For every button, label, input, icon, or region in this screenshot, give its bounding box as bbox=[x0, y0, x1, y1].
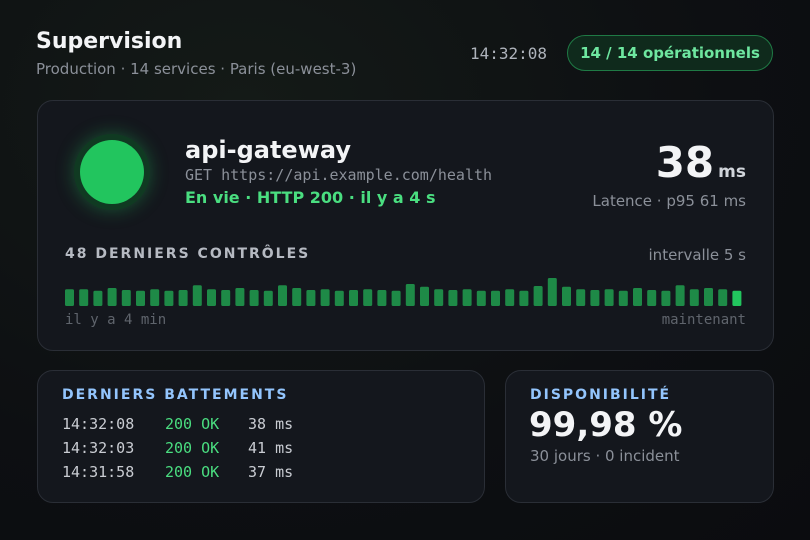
check-bar bbox=[65, 289, 74, 306]
check-bar bbox=[633, 288, 642, 306]
check-bar bbox=[476, 290, 486, 306]
latency-note: Latence · p95 61 ms bbox=[592, 192, 746, 210]
check-bar bbox=[221, 290, 231, 306]
check-bar bbox=[249, 290, 259, 306]
check-bar bbox=[547, 278, 557, 306]
check-bar bbox=[533, 286, 543, 306]
check-bar bbox=[391, 290, 401, 306]
service-status: En vie · HTTP 200 · il y a 4 s bbox=[185, 188, 436, 207]
check-bar bbox=[647, 290, 657, 306]
availability-value: 99,98 % bbox=[529, 405, 683, 445]
check-bar bbox=[519, 290, 529, 306]
check-bar bbox=[590, 290, 600, 306]
check-bar bbox=[192, 285, 202, 306]
check-bar bbox=[306, 290, 316, 306]
status-pill[interactable]: 14 / 14 opérationnels bbox=[567, 35, 773, 71]
beat-status: 200 OK bbox=[165, 439, 220, 457]
checks-end: maintenant bbox=[661, 312, 746, 328]
check-bar bbox=[405, 284, 415, 306]
availability-note: 30 jours · 0 incident bbox=[530, 447, 680, 465]
beat-time: 14:32:08 bbox=[62, 415, 135, 433]
clock: 14:32:08 bbox=[470, 44, 548, 63]
check-bar bbox=[704, 288, 713, 306]
check-bar bbox=[420, 286, 429, 306]
check-bar bbox=[434, 289, 444, 306]
check-bar bbox=[292, 288, 302, 306]
beat-time: 14:32:03 bbox=[62, 439, 135, 457]
checks-start: il y a 4 min bbox=[65, 312, 167, 328]
latency-value: 38 bbox=[655, 138, 715, 187]
check-bar bbox=[618, 290, 628, 306]
heartbeats-title: DERNIERS BATTEMENTS bbox=[62, 387, 289, 403]
check-bar bbox=[604, 289, 614, 306]
check-bar bbox=[263, 290, 273, 306]
check-bar bbox=[661, 290, 671, 306]
check-bar bbox=[207, 289, 216, 306]
beat-latency: 41 ms bbox=[248, 439, 294, 457]
check-bar bbox=[334, 290, 344, 306]
checks-title: 48 DERNIERS CONTRÔLES bbox=[65, 246, 311, 262]
latency-unit: ms bbox=[718, 162, 746, 182]
subtitle: Production · 14 services · Paris (eu-wes… bbox=[36, 60, 357, 78]
check-bar bbox=[491, 290, 500, 306]
check-bar bbox=[377, 290, 387, 306]
check-bar bbox=[164, 290, 174, 306]
check-bar bbox=[462, 289, 472, 306]
checks-interval: intervalle 5 s bbox=[648, 246, 746, 264]
check-bar bbox=[363, 289, 373, 306]
service-card bbox=[37, 100, 774, 351]
check-bar bbox=[562, 286, 571, 306]
title: Supervision bbox=[36, 29, 183, 54]
check-bar bbox=[121, 290, 131, 306]
beat-latency: 38 ms bbox=[248, 415, 294, 433]
check-bar bbox=[235, 288, 245, 306]
check-bar bbox=[320, 289, 330, 306]
check-bar bbox=[349, 290, 358, 306]
check-bar bbox=[93, 290, 103, 306]
check-bar bbox=[505, 289, 515, 306]
beat-latency: 37 ms bbox=[248, 463, 294, 481]
check-bar bbox=[107, 288, 117, 306]
latency: 38 ms bbox=[656, 138, 746, 187]
check-bar bbox=[136, 290, 145, 306]
endpoint: GET https://api.example.com/health bbox=[185, 166, 493, 184]
beat-status: 200 OK bbox=[165, 415, 220, 433]
status-dot bbox=[80, 140, 144, 204]
availability-card bbox=[505, 370, 774, 503]
checks-chart bbox=[65, 278, 742, 306]
check-bar bbox=[178, 290, 188, 306]
check-bar bbox=[689, 289, 699, 306]
beat-status: 200 OK bbox=[165, 463, 220, 481]
availability-title: DISPONIBILITÉ bbox=[530, 387, 672, 403]
check-bar bbox=[718, 289, 728, 306]
beat-time: 14:31:58 bbox=[62, 463, 135, 481]
check-bar bbox=[732, 290, 742, 306]
check-bar bbox=[448, 290, 458, 306]
check-bar bbox=[278, 285, 287, 306]
check-bar bbox=[150, 289, 160, 306]
service-name: api-gateway bbox=[185, 136, 351, 164]
heartbeats-card bbox=[37, 370, 485, 503]
check-bar bbox=[576, 289, 586, 306]
check-bar bbox=[675, 285, 685, 306]
check-bar bbox=[79, 289, 89, 306]
